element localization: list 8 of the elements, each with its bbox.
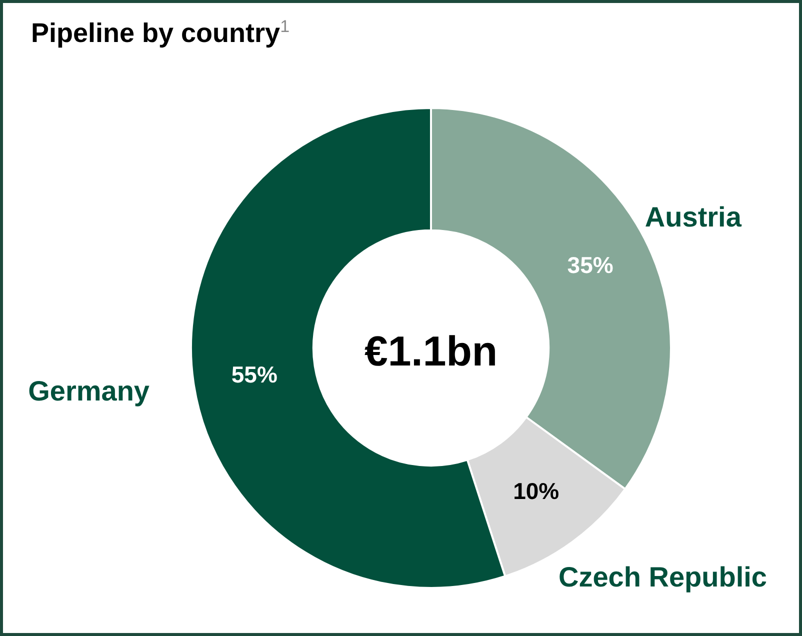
slice-label: Germany <box>28 375 150 406</box>
slice-label: Austria <box>644 201 742 232</box>
chart-title: Pipeline by country$^{1}$ <box>31 17 290 49</box>
text: €1.1bn <box>364 328 498 375</box>
data-label: 55% <box>231 361 278 388</box>
data-label: 10% <box>513 478 560 504</box>
data-label: 35% <box>567 252 614 278</box>
slice-label: Czech Republic <box>558 561 768 592</box>
